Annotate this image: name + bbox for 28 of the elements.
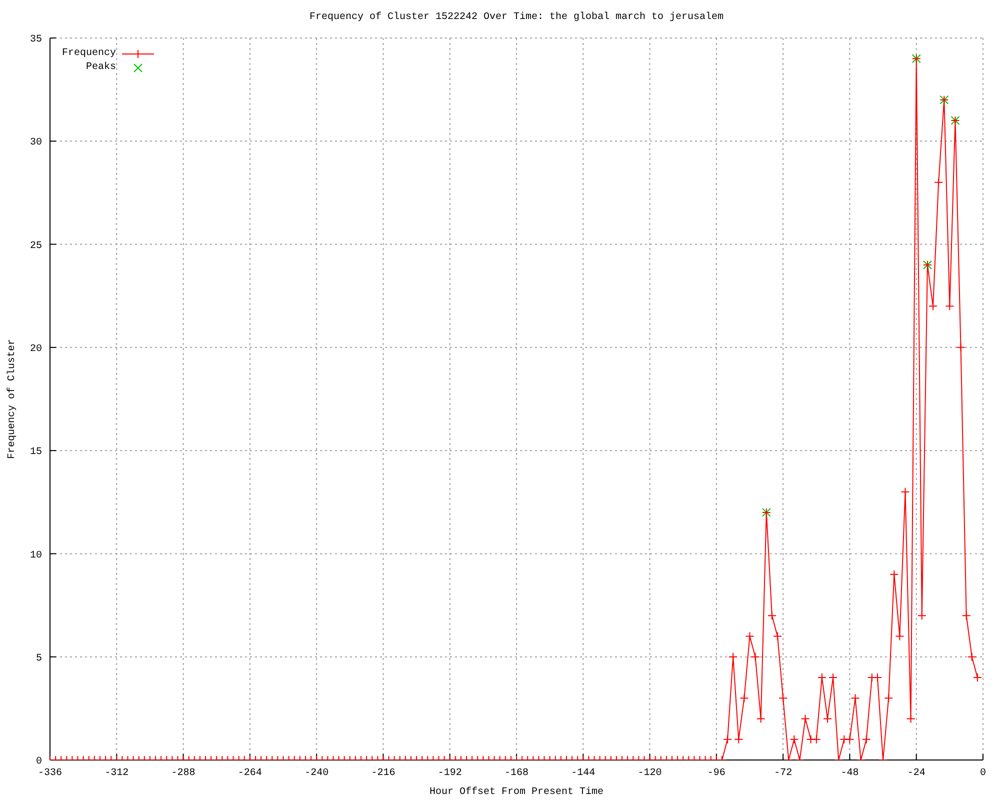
x-axis-title: Hour Offset From Present Time xyxy=(429,787,604,799)
x-tick-label: 0 xyxy=(980,768,986,780)
x-tick-label: -288 xyxy=(171,768,196,780)
y-tick-label: 20 xyxy=(30,344,42,355)
chart-title: Frequency of Cluster 1522242 Over Time: the global march to jerusalem xyxy=(309,12,724,24)
x-tick-label: -144 xyxy=(571,768,596,780)
y-axis-title: Frequency of Cluster xyxy=(7,338,19,460)
y-tick-label: 30 xyxy=(30,138,42,149)
x-tick-label: -24 xyxy=(907,768,926,780)
x-tick-label: -216 xyxy=(371,768,396,780)
x-tick-label: -312 xyxy=(104,768,129,780)
x-tick-label: -72 xyxy=(774,768,792,780)
y-tick-label: 10 xyxy=(30,550,42,562)
y-tick-label: 0 xyxy=(36,756,42,768)
x-tick-label: -96 xyxy=(707,768,726,780)
x-tick-label: -336 xyxy=(38,768,62,780)
x-tick-label: -240 xyxy=(304,768,329,780)
x-tick-label: -168 xyxy=(504,768,529,780)
y-tick-label: 15 xyxy=(30,447,42,458)
legend-label: Peaks xyxy=(85,62,116,74)
y-tick-label: 25 xyxy=(30,240,42,252)
x-tick-label: -48 xyxy=(840,768,859,780)
x-tick-label: -120 xyxy=(638,768,662,780)
y-tick-label: 35 xyxy=(30,34,42,46)
legend-label: Frequency xyxy=(62,48,116,60)
x-tick-label: -264 xyxy=(238,768,262,780)
x-tick-label: -192 xyxy=(438,768,462,780)
y-tick-label: 5 xyxy=(36,653,42,664)
